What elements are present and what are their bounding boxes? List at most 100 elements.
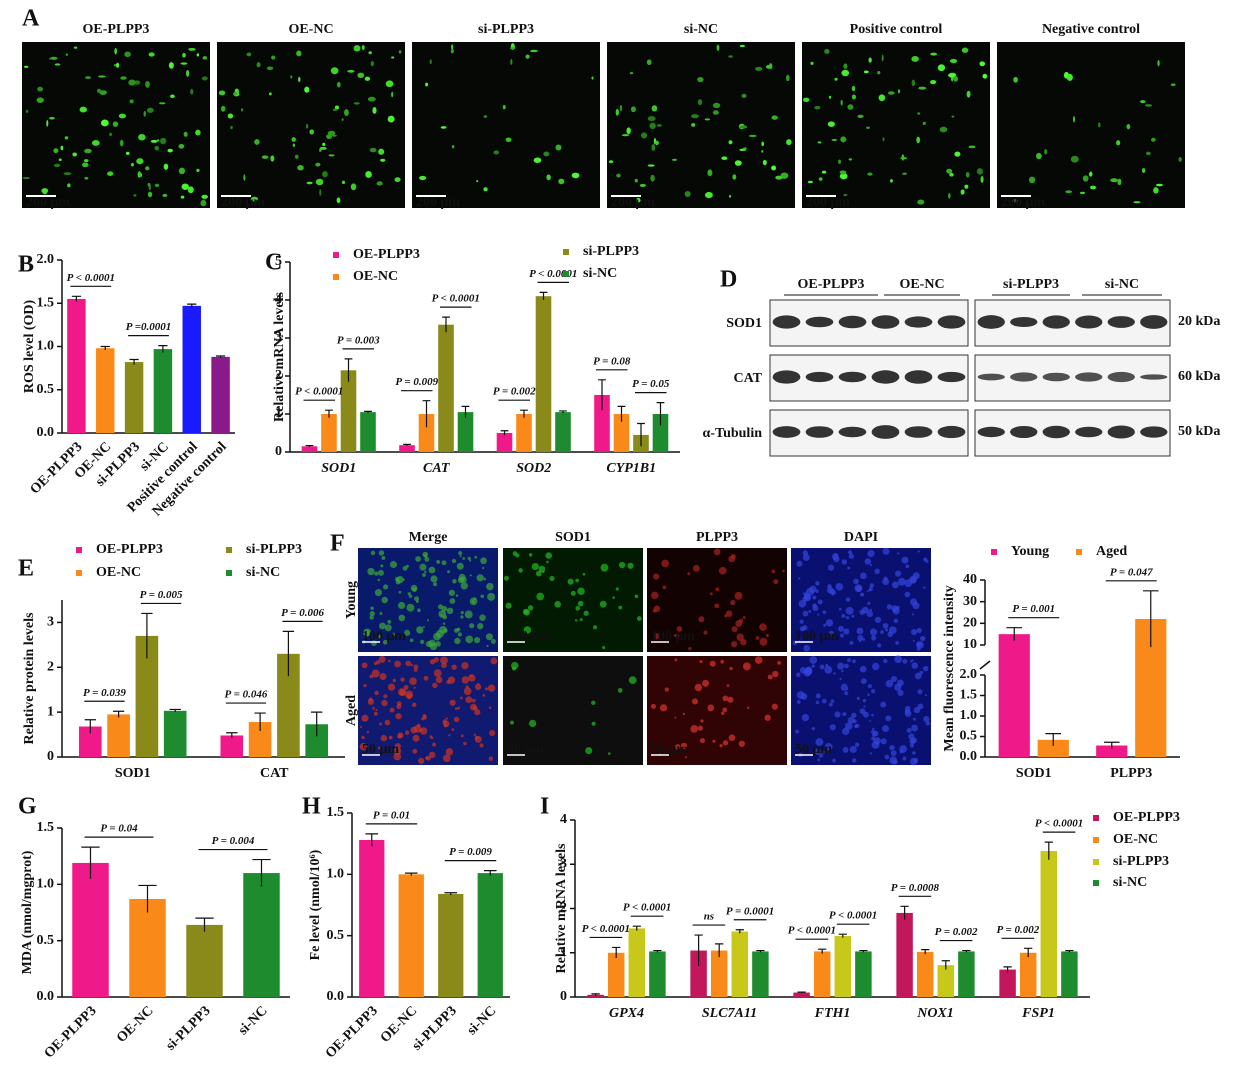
- cell: [309, 129, 315, 135]
- cell: [852, 659, 856, 664]
- cell: [651, 144, 656, 151]
- legend-swatch: [226, 547, 232, 553]
- cell: [721, 156, 728, 161]
- micrograph: [647, 656, 787, 765]
- significance-label: P = 0.002: [493, 386, 536, 398]
- cell: [196, 168, 200, 172]
- cell: [46, 120, 49, 127]
- x-tick-label: SOD1: [1016, 766, 1052, 781]
- cell: [463, 687, 472, 696]
- cell: [847, 550, 853, 555]
- cell: [871, 713, 874, 717]
- cell: [420, 639, 425, 645]
- y-tick-label: 1.5: [37, 820, 55, 835]
- cell: [201, 194, 208, 199]
- cell: [888, 626, 897, 635]
- cell: [476, 180, 479, 183]
- cell: [425, 640, 433, 648]
- cell: [378, 634, 383, 639]
- cell: [841, 669, 844, 673]
- cell: [719, 743, 723, 748]
- cell: [379, 612, 383, 616]
- cell: [855, 585, 862, 592]
- cell: [736, 633, 744, 642]
- cell: [291, 137, 296, 142]
- cell: [1028, 176, 1036, 184]
- cell: [435, 629, 444, 638]
- cell: [863, 705, 866, 708]
- cell: [369, 147, 377, 153]
- error-bar: [520, 409, 528, 418]
- cell: [871, 662, 880, 671]
- legend-swatch: [76, 570, 82, 576]
- cell: [923, 665, 929, 672]
- cell: [636, 616, 642, 621]
- cell: [821, 750, 825, 754]
- cell: [773, 579, 779, 585]
- cell: [454, 637, 461, 645]
- cell: [741, 93, 747, 99]
- cell: [844, 722, 853, 730]
- cell: [218, 90, 226, 96]
- bar: [652, 414, 669, 452]
- cell: [920, 635, 926, 642]
- blot-box: [769, 299, 969, 347]
- cell: [917, 199, 925, 205]
- x-tick-label: SOD2: [516, 461, 551, 476]
- cell: [96, 88, 102, 93]
- cell: [755, 636, 760, 640]
- cell: [368, 51, 372, 55]
- cell: [85, 76, 91, 79]
- cell: [118, 113, 127, 119]
- cell: [768, 63, 773, 70]
- cell: [866, 590, 869, 593]
- cell: [901, 556, 909, 564]
- cell: [882, 578, 890, 586]
- cell: [412, 734, 420, 742]
- error-bar: [500, 430, 509, 436]
- cell: [690, 725, 699, 733]
- cell: [906, 727, 912, 733]
- cell: [180, 62, 188, 65]
- cell: [457, 706, 461, 710]
- cell: [591, 700, 596, 706]
- micrograph: [503, 656, 643, 765]
- error-bar: [962, 949, 971, 953]
- cell: [698, 616, 705, 623]
- image-title: Negative control: [1042, 22, 1140, 37]
- cell: [536, 592, 545, 601]
- cell: [823, 623, 827, 627]
- cell: [911, 662, 919, 669]
- panel-label: F: [330, 531, 345, 557]
- cell: [407, 592, 411, 596]
- cell: [869, 628, 878, 636]
- cell: [819, 753, 824, 758]
- cell: [412, 748, 418, 754]
- cell: [394, 743, 401, 750]
- cell: [748, 134, 757, 138]
- error-bar: [818, 948, 827, 954]
- cell: [334, 105, 339, 110]
- blot-band: [805, 426, 834, 438]
- cell: [430, 575, 438, 583]
- blot-band: [904, 370, 933, 384]
- error-bar: [559, 410, 567, 414]
- x-tick-label: SOD1: [321, 461, 356, 476]
- cell: [533, 157, 542, 163]
- cell: [243, 174, 246, 181]
- cell: [477, 623, 484, 630]
- cell: [849, 640, 854, 645]
- legend-swatch: [1093, 837, 1099, 843]
- scale-bar-label: 50 μm: [362, 742, 399, 757]
- blot-band: [1010, 372, 1038, 382]
- cell: [418, 757, 425, 765]
- cell: [841, 614, 846, 618]
- cell: [474, 683, 482, 691]
- cell: [842, 746, 849, 753]
- cell: [856, 627, 864, 635]
- y-axis-label: MDA (nmol/mgprot): [20, 850, 35, 974]
- cell: [869, 608, 873, 612]
- y-tick-label: 2: [47, 660, 54, 675]
- cell: [802, 553, 810, 561]
- y-tick-label: 4: [275, 292, 282, 307]
